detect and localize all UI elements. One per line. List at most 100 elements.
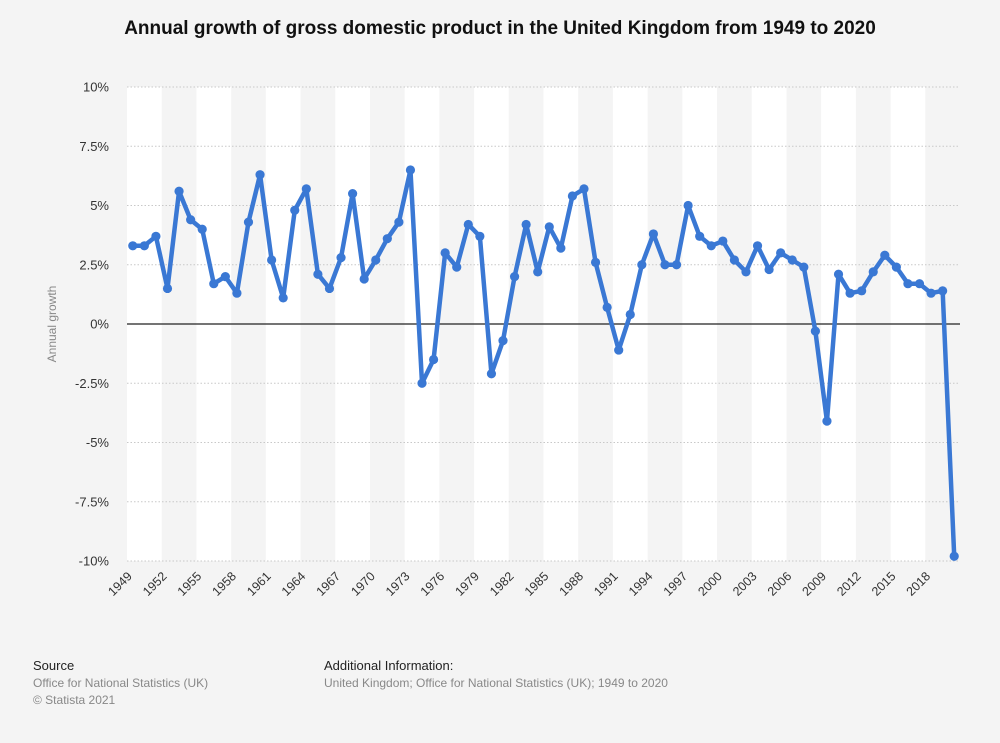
- data-point[interactable]: [232, 288, 242, 298]
- data-point[interactable]: [313, 269, 323, 279]
- series-line: [130, 167, 957, 559]
- x-tick-label: 1967: [314, 569, 344, 599]
- data-point[interactable]: [301, 184, 311, 194]
- data-point[interactable]: [544, 222, 554, 232]
- data-point[interactable]: [475, 231, 485, 241]
- data-point[interactable]: [533, 267, 543, 277]
- x-tick-label: 2003: [730, 569, 760, 599]
- data-point[interactable]: [938, 286, 948, 296]
- data-point[interactable]: [752, 241, 763, 251]
- data-point[interactable]: [348, 189, 358, 199]
- x-tick-label: 1961: [244, 569, 274, 599]
- x-tick-label: 1988: [557, 569, 587, 599]
- x-tick-label: 1949: [105, 569, 135, 599]
- data-point[interactable]: [498, 335, 508, 346]
- data-point[interactable]: [695, 231, 705, 241]
- data-point[interactable]: [590, 257, 601, 267]
- data-point[interactable]: [243, 217, 254, 227]
- data-point[interactable]: [926, 288, 936, 298]
- data-point[interactable]: [891, 262, 901, 272]
- data-point[interactable]: [637, 260, 647, 270]
- data-point[interactable]: [151, 231, 161, 241]
- y-tick-label: -2.5%: [75, 376, 109, 391]
- x-tick-label: 2018: [904, 569, 934, 599]
- data-point[interactable]: [868, 267, 878, 277]
- copyright-line: © Statista 2021: [33, 693, 116, 707]
- data-point[interactable]: [382, 234, 392, 244]
- x-tick-label: 2006: [765, 569, 795, 599]
- data-point[interactable]: [671, 260, 682, 270]
- data-point[interactable]: [718, 236, 728, 246]
- data-point[interactable]: [822, 416, 832, 426]
- data-point[interactable]: [880, 250, 890, 260]
- data-point[interactable]: [729, 255, 739, 265]
- data-point[interactable]: [741, 267, 751, 277]
- data-point[interactable]: [220, 272, 230, 282]
- line-chart: 10%7.5%5%2.5%0%-2.5%-5%-7.5%-10% 1949 195…: [45, 80, 960, 599]
- data-point[interactable]: [428, 354, 439, 365]
- x-tick-label: 1976: [418, 569, 448, 599]
- data-point[interactable]: [833, 269, 844, 279]
- data-point[interactable]: [197, 224, 207, 234]
- data-point[interactable]: [648, 229, 659, 239]
- data-point[interactable]: [290, 205, 300, 215]
- data-point[interactable]: [683, 200, 693, 211]
- x-tick-label: 1985: [522, 569, 552, 599]
- y-tick-label: -7.5%: [75, 494, 109, 509]
- x-tick-label: 1994: [626, 569, 656, 599]
- data-point[interactable]: [174, 186, 184, 196]
- data-point[interactable]: [614, 345, 624, 355]
- data-point[interactable]: [371, 255, 381, 265]
- data-point[interactable]: [255, 170, 265, 180]
- source-line[interactable]: Office for National Statistics (UK): [33, 676, 209, 690]
- x-tick-label: 2000: [695, 569, 725, 599]
- y-tick-label: 0%: [90, 317, 109, 332]
- data-point[interactable]: [857, 286, 867, 296]
- data-point[interactable]: [463, 219, 473, 230]
- data-point[interactable]: [602, 302, 612, 313]
- x-tick-label: 1964: [279, 569, 309, 599]
- data-point[interactable]: [452, 262, 462, 272]
- data-point[interactable]: [579, 184, 589, 194]
- data-point[interactable]: [486, 369, 497, 379]
- x-tick-label: 1991: [591, 569, 621, 599]
- data-point[interactable]: [324, 283, 335, 294]
- data-point[interactable]: [625, 309, 635, 320]
- data-point[interactable]: [903, 279, 913, 289]
- data-point[interactable]: [278, 293, 288, 303]
- x-tick-label: 1955: [175, 569, 205, 599]
- data-point[interactable]: [949, 551, 959, 561]
- data-point[interactable]: [845, 288, 855, 298]
- data-point[interactable]: [799, 262, 809, 272]
- data-point[interactable]: [660, 260, 670, 270]
- data-point[interactable]: [186, 215, 196, 225]
- y-tick-label: 10%: [83, 80, 109, 95]
- data-point[interactable]: [440, 248, 450, 258]
- data-point[interactable]: [787, 255, 797, 265]
- data-point[interactable]: [128, 241, 138, 251]
- data-point[interactable]: [417, 378, 427, 388]
- data-point[interactable]: [509, 272, 520, 282]
- data-point[interactable]: [914, 279, 925, 289]
- x-tick-label: 2009: [800, 569, 830, 599]
- x-tick-label: 1973: [383, 569, 413, 599]
- data-point[interactable]: [359, 274, 369, 284]
- data-point[interactable]: [394, 217, 404, 227]
- data-point[interactable]: [336, 253, 346, 263]
- data-point[interactable]: [567, 191, 578, 201]
- data-point[interactable]: [706, 241, 716, 251]
- data-point[interactable]: [405, 165, 416, 175]
- data-point[interactable]: [209, 279, 219, 289]
- chart-title: Annual growth of gross domestic product …: [124, 18, 876, 39]
- y-tick-label: -10%: [79, 554, 110, 569]
- data-point[interactable]: [764, 264, 774, 275]
- data-point[interactable]: [521, 219, 531, 230]
- data-point[interactable]: [810, 326, 820, 336]
- data-point[interactable]: [162, 283, 173, 294]
- source-block: Source Office for National Statistics (U…: [33, 657, 208, 709]
- data-point[interactable]: [267, 255, 277, 265]
- data-point[interactable]: [776, 248, 786, 258]
- data-point[interactable]: [556, 243, 566, 253]
- data-point[interactable]: [139, 241, 149, 251]
- x-axis-ticks: 1949 1952 1955 1958 1961 1964 1967 1970 1973 1976…: [105, 569, 933, 599]
